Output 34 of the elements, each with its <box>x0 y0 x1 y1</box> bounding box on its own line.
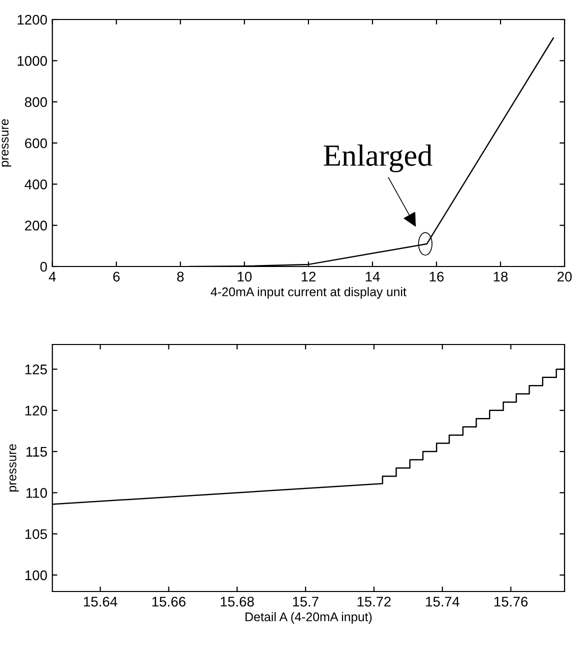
x-tick-label: 10 <box>238 272 252 282</box>
y-tick-label: 115 <box>26 447 47 457</box>
x-tick-label: 20 <box>558 272 572 282</box>
x-tick-label: 15.64 <box>84 596 118 607</box>
x-tick-label: 15.74 <box>426 596 460 607</box>
x-tick-label: 15.72 <box>358 596 391 607</box>
x-tick-label: 8 <box>177 272 184 282</box>
x-axis-title: Detail A (4-20mA input) <box>246 612 372 624</box>
y-tick-label: 105 <box>25 529 47 540</box>
x-tick-label: 18 <box>494 272 508 282</box>
x-tick-label: 15.68 <box>220 596 254 607</box>
x-tick-label: 16 <box>430 272 444 282</box>
y-tick-label: 1000 <box>18 56 47 66</box>
y-tick-label: 120 <box>25 406 47 416</box>
x-tick-label: 14 <box>366 272 380 282</box>
x-tick-label: 15.76 <box>494 596 528 607</box>
y-tick-label: 1200 <box>18 14 47 25</box>
x-tick-label: 15.7 <box>293 596 318 607</box>
y-tick-label: 800 <box>24 97 47 108</box>
y-axis-title: pressure <box>2 119 12 167</box>
x-axis-title: 4-20mA input current at display unit <box>210 287 406 299</box>
x-tick-label: 4 <box>48 272 56 282</box>
y-tick-label: 600 <box>25 138 47 148</box>
x-tick-label: 15.66 <box>152 596 186 607</box>
annotation: Enlarged <box>324 144 432 172</box>
y-tick-label: 0 <box>40 262 47 272</box>
y-tick-label: 200 <box>25 220 47 231</box>
y-tick-label: 110 <box>26 488 47 498</box>
y-tick-label: 125 <box>25 364 47 374</box>
x-tick-label: 6 <box>113 272 120 282</box>
y-tick-label: 400 <box>24 180 47 190</box>
y-tick-label: 100 <box>25 570 47 580</box>
y-axis-title: pressure <box>9 444 19 492</box>
x-tick-label: 12 <box>302 272 316 282</box>
